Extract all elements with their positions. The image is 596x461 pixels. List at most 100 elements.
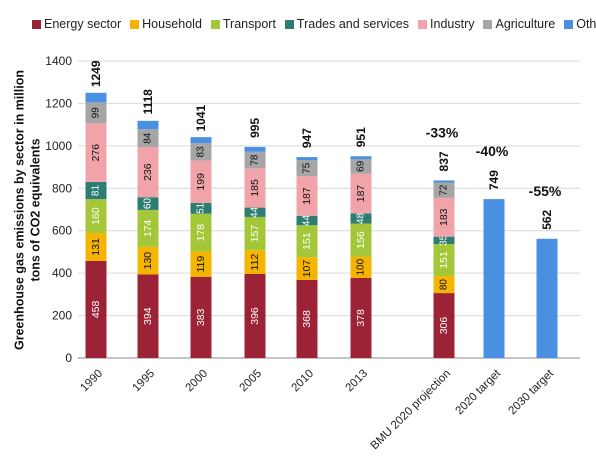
segment-label: 178: [195, 224, 207, 242]
bar-segment: [190, 137, 212, 144]
bar-segment: [85, 199, 107, 234]
segment-label: 187: [355, 185, 367, 203]
segment-label: 368: [301, 310, 313, 328]
segment-label: 396: [249, 307, 261, 325]
x-tick-label: 1990: [79, 368, 106, 395]
bar-segment: [137, 274, 159, 358]
segment-label: 131: [90, 238, 102, 256]
bar-segment: [433, 244, 455, 277]
bar-segment: [190, 160, 212, 203]
segment-label: 44: [250, 206, 261, 218]
bar-segment: [296, 279, 318, 358]
bar-segment: [350, 156, 372, 160]
legend-swatch: [130, 19, 140, 29]
legend-item: Agriculture: [483, 17, 555, 31]
legend-item: Energy sector: [32, 17, 121, 31]
segment-label: 112: [249, 254, 261, 271]
total-label: 995: [248, 118, 262, 138]
segment-label: 306: [438, 317, 450, 335]
segment-label: 183: [438, 208, 450, 226]
y-axis-label: Greenhouse gas emissions by sector in mi…: [12, 60, 43, 360]
segment-label: 44: [302, 215, 313, 227]
bar-segment: [190, 276, 212, 358]
bar-segment: [190, 202, 212, 214]
total-label: 1041: [194, 104, 208, 131]
segment-label: 187: [301, 187, 313, 205]
segment-label: 35: [439, 234, 450, 246]
legend-item: Trades and services: [284, 17, 409, 31]
x-tick-label: 2005: [238, 368, 265, 395]
bar-segment: [433, 197, 455, 237]
y-tick-label: 800: [52, 181, 72, 195]
bar-segment: [85, 233, 107, 261]
bar-segment: [137, 129, 159, 148]
segment-label: 84: [143, 132, 154, 144]
x-tick-label: 1995: [131, 368, 158, 395]
legend-label: Transport: [222, 17, 276, 31]
bar-segment: [433, 293, 455, 358]
bar-segment: [190, 143, 212, 161]
segment-label: 174: [142, 219, 154, 237]
reduction-label: -55%: [529, 183, 562, 199]
segment-label: 151: [301, 232, 313, 250]
segment-label: 78: [250, 154, 261, 166]
legend-swatch: [32, 19, 41, 29]
bar-segment: [85, 102, 107, 124]
bar-segment: [85, 181, 107, 200]
segment-label: 83: [196, 146, 207, 158]
total-label: 1118: [141, 89, 155, 115]
segment-label: 276: [90, 144, 102, 162]
x-tick-label: 2020 target: [453, 367, 503, 417]
reduction-label: -40%: [476, 143, 509, 159]
bar-segment: [433, 180, 455, 183]
bar-segment: [350, 213, 372, 224]
legend: Energy sector Household Transport Trades an…: [0, 15, 596, 33]
bar-segment: [433, 182, 455, 198]
bar-segment: [296, 215, 318, 226]
bar-segment: [350, 223, 372, 257]
total-label: 837: [437, 151, 451, 171]
y-tick-label: 1400: [45, 54, 72, 68]
bar-segment: [85, 260, 107, 358]
legend-swatch: [483, 19, 493, 29]
bar-segment: [244, 273, 266, 358]
y-axis-label-text: Greenhouse gas emissions by sector in mi…: [12, 70, 42, 350]
bar-segment: [433, 276, 455, 294]
segment-label: 160: [90, 207, 102, 225]
y-tick-label: 1200: [45, 96, 72, 110]
bar-segment: [296, 257, 318, 280]
segment-label: 394: [142, 307, 154, 325]
reduction-label: -33%: [426, 124, 459, 140]
bar-segment: [85, 92, 107, 103]
legend-item: Others: [564, 17, 596, 31]
bar-segment: [137, 197, 159, 210]
bar-segment: [296, 176, 318, 216]
bar-segment: [296, 157, 318, 161]
x-tick-label: 2000: [184, 368, 211, 395]
segment-label: 60: [143, 198, 154, 210]
total-label: 562: [540, 209, 554, 229]
segment-label: 157: [249, 225, 261, 243]
total-label: 749: [487, 170, 501, 190]
bar-segment: [137, 147, 159, 198]
segment-label: 383: [195, 308, 207, 326]
bar-segment: [244, 216, 266, 251]
x-tick-label: BMU 2020 projection: [369, 368, 453, 452]
bar-segment: [85, 123, 107, 182]
segment-label: 75: [302, 162, 313, 174]
legend-item: Transport: [210, 17, 276, 31]
segment-label: 80: [439, 279, 450, 291]
bar-segment: [350, 256, 372, 278]
legend-swatch: [418, 19, 428, 29]
total-label: 951: [354, 127, 368, 147]
bar-segment: [190, 213, 212, 252]
bar-segment: [350, 277, 372, 358]
segment-label: 100: [356, 258, 367, 275]
legend-swatch: [284, 19, 294, 29]
legend-label: Agriculture: [495, 17, 556, 31]
bar-segment: [137, 246, 159, 275]
legend-item: Industry: [418, 17, 474, 31]
bar-segment: [137, 209, 159, 247]
bar-segment: [244, 151, 266, 169]
y-tick-label: 600: [52, 224, 72, 238]
